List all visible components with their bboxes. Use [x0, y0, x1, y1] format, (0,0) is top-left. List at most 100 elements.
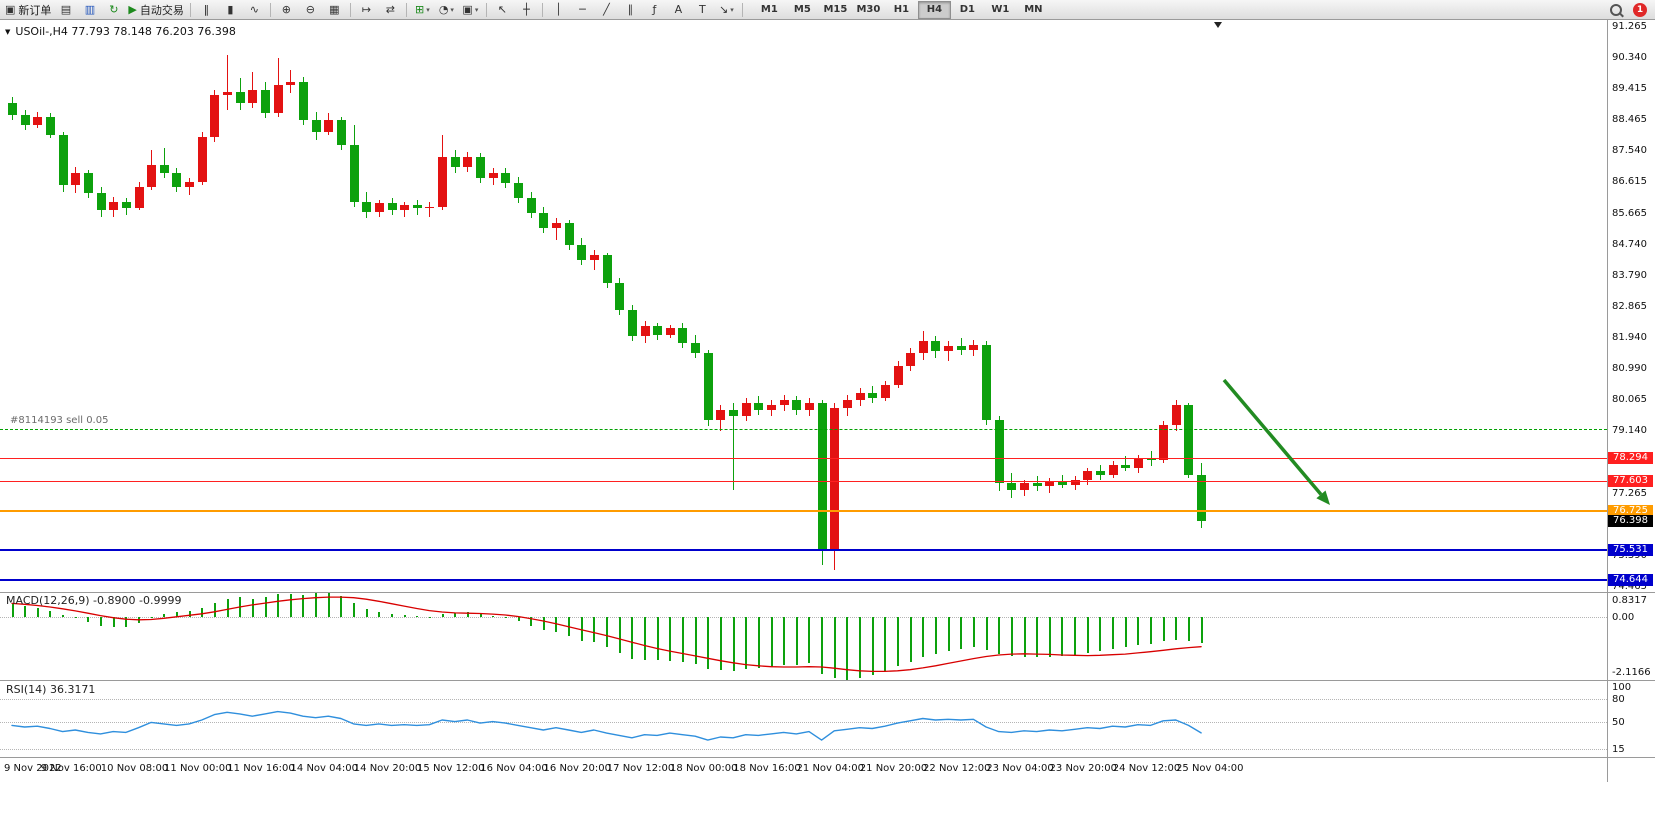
timeframe-button-h1[interactable]: H1 — [893, 4, 910, 15]
chart-shift-icon: ⇄ — [385, 3, 395, 16]
vertical-line-button[interactable]: │ — [547, 1, 570, 18]
bullish-candle — [374, 203, 384, 212]
periods-button[interactable]: ◔ ▾ — [435, 1, 458, 18]
timeframe-button-w1[interactable]: W1 — [991, 4, 1010, 15]
price-axis-label: 80.065 — [1612, 394, 1647, 406]
time-axis-label: 9 Nov 2022 — [4, 763, 62, 774]
bullish-candle — [589, 254, 599, 260]
rsi-level-line — [0, 722, 1607, 724]
search-button[interactable] — [1604, 1, 1627, 18]
macd-histogram-bar — [795, 616, 798, 665]
price-axis-label: 79.140 — [1612, 425, 1647, 437]
add-indicator-button[interactable]: ⊞ ▾ — [411, 1, 434, 18]
horizontal-level-line[interactable] — [0, 578, 1607, 581]
bearish-candle — [931, 341, 941, 352]
bearish-candle — [476, 156, 486, 179]
macd-histogram-bar — [732, 616, 735, 671]
autotrade-button[interactable]: ▶ 自动交易 — [126, 1, 185, 18]
macd-histogram-bar — [1200, 616, 1203, 644]
line-chart-type-button[interactable]: ∿ — [243, 1, 266, 18]
chart-window-button[interactable]: ▤ — [54, 1, 77, 18]
macd-histogram-bar — [150, 616, 153, 619]
macd-histogram-bar — [580, 616, 583, 641]
macd-histogram-bar — [100, 616, 103, 626]
arrows-tool-button[interactable]: ↘ ▾ — [715, 1, 738, 18]
timeframe-button-m30[interactable]: M30 — [856, 4, 881, 15]
candlestick-type-button[interactable]: ▮ — [219, 1, 242, 18]
macd-histogram-bar — [745, 616, 748, 670]
timeframe-bar: M1 M5 M15 M30 H1 H4 D1 W1 MN — [753, 0, 1050, 19]
macd-histogram-bar — [669, 616, 672, 661]
channel-button[interactable]: ∥ — [619, 1, 642, 18]
timeframe-button-mn[interactable]: MN — [1024, 4, 1043, 15]
zoom-in-button[interactable]: ⊕ — [275, 1, 298, 18]
macd-histogram-bar — [1150, 616, 1152, 644]
fibonacci-button[interactable]: ƒ — [643, 1, 666, 18]
bar-chart-type-button[interactable]: ‖ — [195, 1, 218, 18]
horizontal-line-button[interactable]: ─ — [571, 1, 594, 18]
bearish-candle — [868, 393, 878, 399]
macd-histogram-bar — [757, 616, 760, 669]
bearish-candle — [1095, 471, 1105, 475]
symbol-dropdown-icon[interactable]: ▼ — [5, 27, 11, 36]
zoom-out-button[interactable]: ⊖ — [299, 1, 322, 18]
chart-shift-button[interactable]: ⇄ — [379, 1, 402, 18]
arrow-tool-icon: ↘ — [719, 3, 729, 16]
price-axis-label: 85.665 — [1612, 207, 1647, 219]
macd-histogram-bar — [998, 616, 1001, 655]
bearish-candle — [1146, 458, 1156, 460]
time-axis-label: 23 Nov 04:00 — [986, 763, 1054, 774]
time-axis-label: 14 Nov 04:00 — [290, 763, 358, 774]
horizontal-level-line[interactable] — [0, 509, 1607, 512]
horizontal-level-line[interactable] — [0, 549, 1607, 552]
bearish-candle — [817, 403, 827, 550]
bullish-candle — [1171, 404, 1181, 425]
timeframe-button-m5[interactable]: M5 — [793, 4, 811, 15]
macd-histogram-bar — [821, 616, 824, 674]
bullish-candle — [880, 384, 890, 399]
cursor-button[interactable]: ↖ — [491, 1, 514, 18]
rsi-level-line — [0, 699, 1607, 701]
crosshair-button[interactable]: ┼ — [515, 1, 538, 18]
tile-windows-button[interactable]: ▦ — [323, 1, 346, 18]
timeframe-button-m1[interactable]: M1 — [760, 4, 778, 15]
notification-badge[interactable]: 1 — [1633, 2, 1647, 17]
label-tool-button[interactable]: T — [691, 1, 714, 18]
macd-histogram-bar — [289, 593, 292, 617]
horizontal-level-line[interactable] — [0, 457, 1607, 459]
new-order-button-label: 新订单 — [18, 3, 52, 17]
refresh-button[interactable]: ↻ — [102, 1, 125, 18]
auto-scroll-icon: ↦ — [361, 3, 371, 16]
auto-scroll-button[interactable]: ↦ — [355, 1, 378, 18]
bearish-candle — [298, 81, 308, 120]
bullish-candle — [438, 156, 448, 207]
timeframe-button-d1[interactable]: D1 — [959, 4, 975, 15]
time-axis-label: 17 Nov 12:00 — [606, 763, 675, 774]
toolbar-separator — [405, 2, 407, 17]
chevron-down-icon: ▾ — [426, 5, 430, 14]
macd-histogram-bar — [441, 613, 444, 617]
sell-order-line[interactable] — [0, 429, 1607, 431]
bearish-candle — [577, 244, 587, 260]
templates-button[interactable]: ▣ ▾ — [459, 1, 482, 18]
bullish-candle — [185, 181, 195, 187]
trendline-icon: ╱ — [603, 3, 610, 16]
macd-histogram-bar — [606, 616, 609, 647]
market-watch-button[interactable]: ▥ — [78, 1, 101, 18]
bearish-candle — [792, 399, 802, 410]
macd-histogram-bar — [24, 606, 27, 617]
macd-histogram-bar — [707, 616, 710, 670]
new-order-button[interactable]: ▣ 新订单 — [3, 1, 53, 18]
trendline-button[interactable]: ╱ — [595, 1, 618, 18]
horizontal-level-line[interactable] — [0, 480, 1607, 482]
candle-wick — [429, 201, 431, 217]
bullish-candle — [1045, 481, 1055, 487]
timeframe-button-h4[interactable]: H4 — [917, 0, 951, 19]
time-axis-label: 18 Nov 16:00 — [733, 763, 801, 774]
timeframe-button-m15[interactable]: M15 — [823, 4, 848, 15]
bullish-candle — [551, 223, 561, 229]
text-tool-button[interactable]: A — [667, 1, 690, 18]
rsi-axis-label: 50 — [1612, 717, 1625, 729]
